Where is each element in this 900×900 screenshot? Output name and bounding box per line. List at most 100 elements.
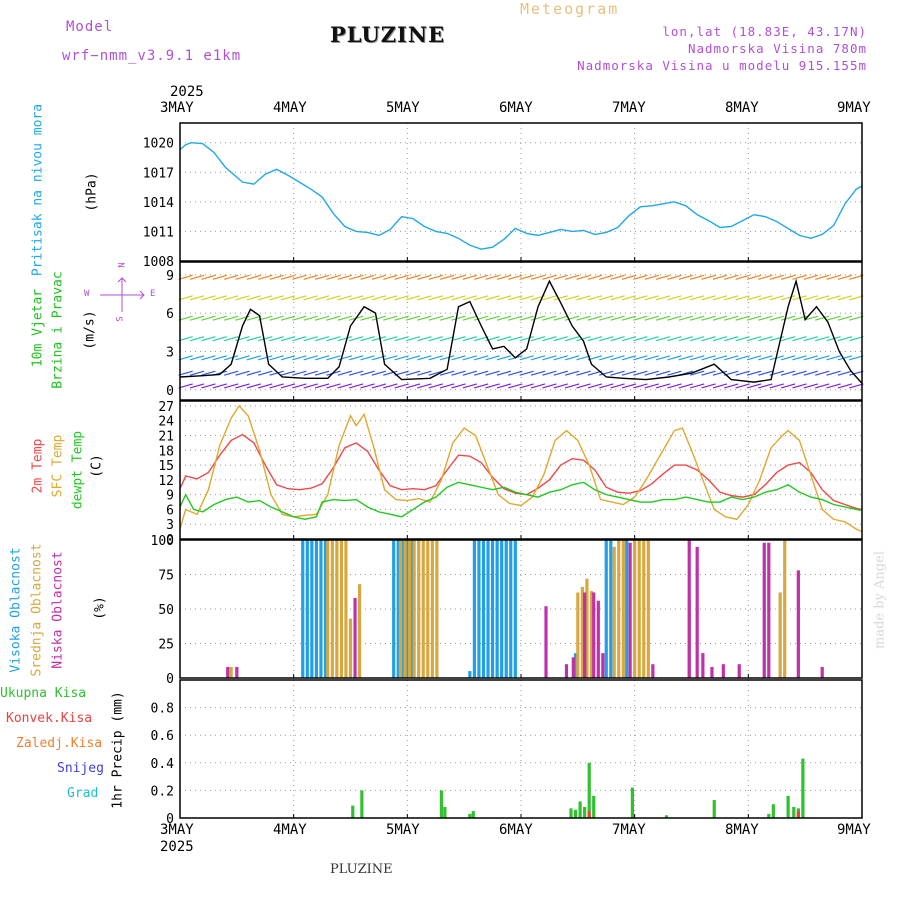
bar: [339, 540, 344, 678]
bar: [504, 540, 508, 678]
wind-arrow: [667, 355, 682, 361]
wind-arrow: [496, 315, 512, 321]
bar: [351, 805, 355, 818]
wind-arrow: [519, 336, 534, 342]
wind-arrow: [633, 336, 648, 342]
bar: [229, 666, 233, 678]
wind-arrow: [246, 383, 262, 389]
wind-arrow: [564, 336, 580, 342]
wind-arrow: [712, 336, 728, 342]
wind-arrow: [587, 295, 603, 301]
wind-arrow: [599, 355, 614, 361]
bar: [439, 790, 444, 818]
wind-arrow: [405, 383, 421, 389]
wind-arrow: [508, 315, 523, 321]
y-tick-label: 12: [158, 474, 174, 489]
wind-arrow: [712, 370, 728, 376]
wind-arrow: [849, 295, 864, 301]
wind-arrow: [610, 383, 625, 389]
series-line: [179, 142, 863, 250]
bar: [612, 546, 616, 678]
wind-arrow: [701, 274, 716, 280]
wind-arrow: [201, 274, 216, 280]
wind-arrow: [815, 315, 830, 321]
wind-arrow: [223, 295, 239, 301]
bar: [796, 570, 800, 678]
wind-arrow: [280, 383, 296, 389]
bar: [335, 540, 339, 678]
wind-arrow: [303, 315, 318, 321]
wind-arrow: [314, 336, 330, 342]
bar: [435, 540, 439, 678]
bar: [490, 540, 495, 678]
bar: [737, 664, 741, 678]
wind-arrow: [542, 370, 557, 376]
wind-arrow: [849, 336, 864, 342]
panel-frame: [179, 679, 863, 819]
bar: [628, 542, 632, 678]
bottom-day-2: 5MAY: [386, 822, 420, 838]
wind-arrow: [405, 336, 421, 342]
compass-west: W: [84, 289, 90, 299]
wind-arrow: [212, 315, 227, 321]
bar: [592, 592, 596, 678]
wind-arrow: [690, 315, 705, 321]
y-tick-label: 3: [166, 345, 174, 360]
bar: [576, 592, 580, 678]
bar: [471, 811, 475, 818]
bar: [646, 540, 650, 678]
bar: [792, 806, 796, 818]
wind-arrow: [735, 336, 750, 342]
wind-arrow: [712, 295, 728, 301]
wind-arrow: [189, 295, 205, 301]
wind-arrow: [530, 355, 546, 361]
wind-arrow: [292, 315, 307, 321]
wind-arrow: [485, 295, 500, 301]
wind-arrow: [803, 315, 819, 321]
wind-arrow: [678, 383, 693, 389]
wind-arrow: [576, 295, 591, 301]
wind-arrow: [655, 370, 671, 376]
bar: [778, 592, 782, 678]
wind-arrow: [269, 295, 284, 301]
wind-arrow: [712, 315, 728, 321]
wind-arrow: [417, 295, 432, 301]
precip-label-total: Ukupna Kisa: [0, 686, 87, 701]
wind-arrow: [610, 274, 625, 280]
wind-arrow: [712, 274, 728, 280]
wind-arrow: [780, 315, 796, 321]
wind-arrow: [474, 274, 489, 280]
wind-arrow: [269, 355, 284, 361]
wind-arrow: [280, 274, 296, 280]
wind-arrow: [178, 383, 193, 389]
y-tick-label: 21: [158, 430, 174, 445]
wind-arrow: [178, 274, 193, 280]
wind-arrow: [303, 370, 318, 376]
wind-arrow: [201, 295, 216, 301]
wind-arrow: [223, 274, 239, 280]
wind-arrow: [553, 336, 568, 342]
wind-arrow: [360, 274, 375, 280]
bar: [701, 653, 705, 678]
wind-arrow: [712, 355, 728, 361]
wind-arrow: [360, 336, 375, 342]
wind-arrow: [849, 315, 864, 321]
wind-arrow: [803, 274, 819, 280]
wind-arrow: [269, 370, 284, 376]
bar: [235, 666, 239, 678]
wind-arrow: [519, 383, 534, 389]
wind-arrow: [837, 383, 853, 389]
bar: [495, 540, 499, 678]
wind-arrow: [758, 295, 773, 301]
wind-arrow: [769, 315, 784, 321]
precip-label-hail: Grad: [67, 786, 99, 801]
wind-arrow: [610, 370, 625, 376]
wind-arrow: [564, 295, 580, 301]
bar: [664, 815, 669, 818]
bar: [589, 591, 594, 678]
bar: [412, 540, 416, 678]
wind-arrow: [235, 370, 250, 376]
wind-arrow: [326, 383, 341, 389]
wind-arrow: [655, 355, 671, 361]
wind-arrow: [815, 336, 830, 342]
